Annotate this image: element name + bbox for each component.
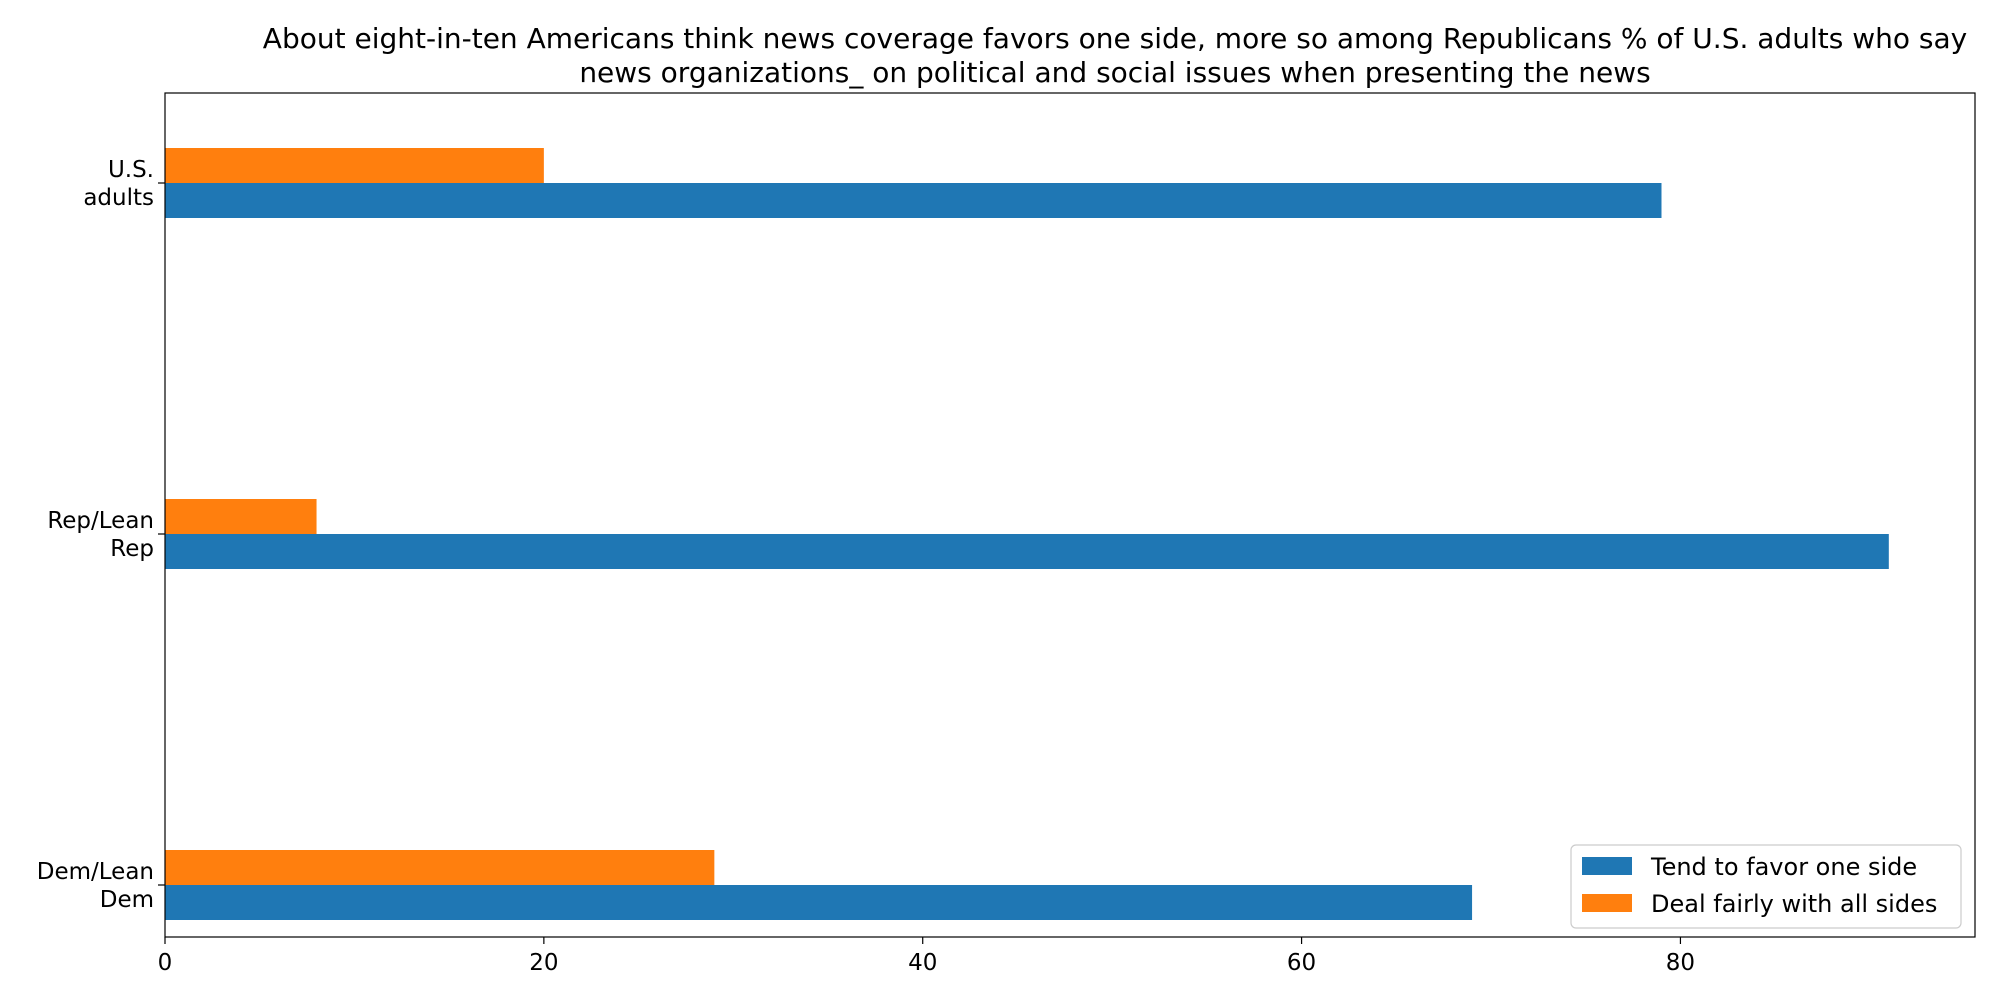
y-tick-label-1-0: Rep/Lean bbox=[47, 508, 154, 534]
legend: Tend to favor one side Deal fairly with a… bbox=[1570, 844, 1962, 929]
y-tick-label-1-1: Rep bbox=[110, 536, 154, 562]
bars bbox=[165, 148, 1889, 920]
legend-label-0: Tend to favor one side bbox=[1650, 853, 1917, 881]
x-tick-label-0: 0 bbox=[158, 950, 173, 976]
bar-deal-fairly-1 bbox=[165, 499, 317, 534]
bar-deal-fairly-2 bbox=[165, 850, 715, 885]
x-tick-label-2: 40 bbox=[908, 950, 937, 976]
legend-swatch-0 bbox=[1582, 857, 1632, 875]
legend-label-1: Deal fairly with all sides bbox=[1651, 890, 1937, 918]
legend-swatch-1 bbox=[1582, 894, 1632, 912]
x-tick-label-3: 60 bbox=[1287, 950, 1316, 976]
y-tick-label-2-1: Dem bbox=[100, 887, 154, 913]
bar-deal-fairly-0 bbox=[165, 148, 544, 183]
plot-frame bbox=[164, 92, 1976, 938]
y-tick-label-0-1: adults bbox=[83, 185, 154, 211]
bar-favor-one-side-1 bbox=[165, 534, 1889, 569]
chart-title: About eight-in-ten Americans think news … bbox=[263, 22, 1967, 89]
bar-favor-one-side-0 bbox=[165, 183, 1662, 218]
y-tick-label-2-0: Dem/Lean bbox=[37, 859, 154, 885]
y-tick-label-0-0: U.S. bbox=[108, 157, 154, 183]
title-line-2: news organizations_ on political and soc… bbox=[579, 56, 1650, 89]
bar-favor-one-side-2 bbox=[165, 885, 1473, 920]
legend-box bbox=[1570, 844, 1962, 929]
title-line-1: About eight-in-ten Americans think news … bbox=[263, 22, 1967, 55]
x-axis: 0 20 40 60 80 bbox=[158, 937, 1695, 976]
x-tick-label-1: 20 bbox=[529, 950, 558, 976]
x-tick-label-4: 80 bbox=[1666, 950, 1695, 976]
